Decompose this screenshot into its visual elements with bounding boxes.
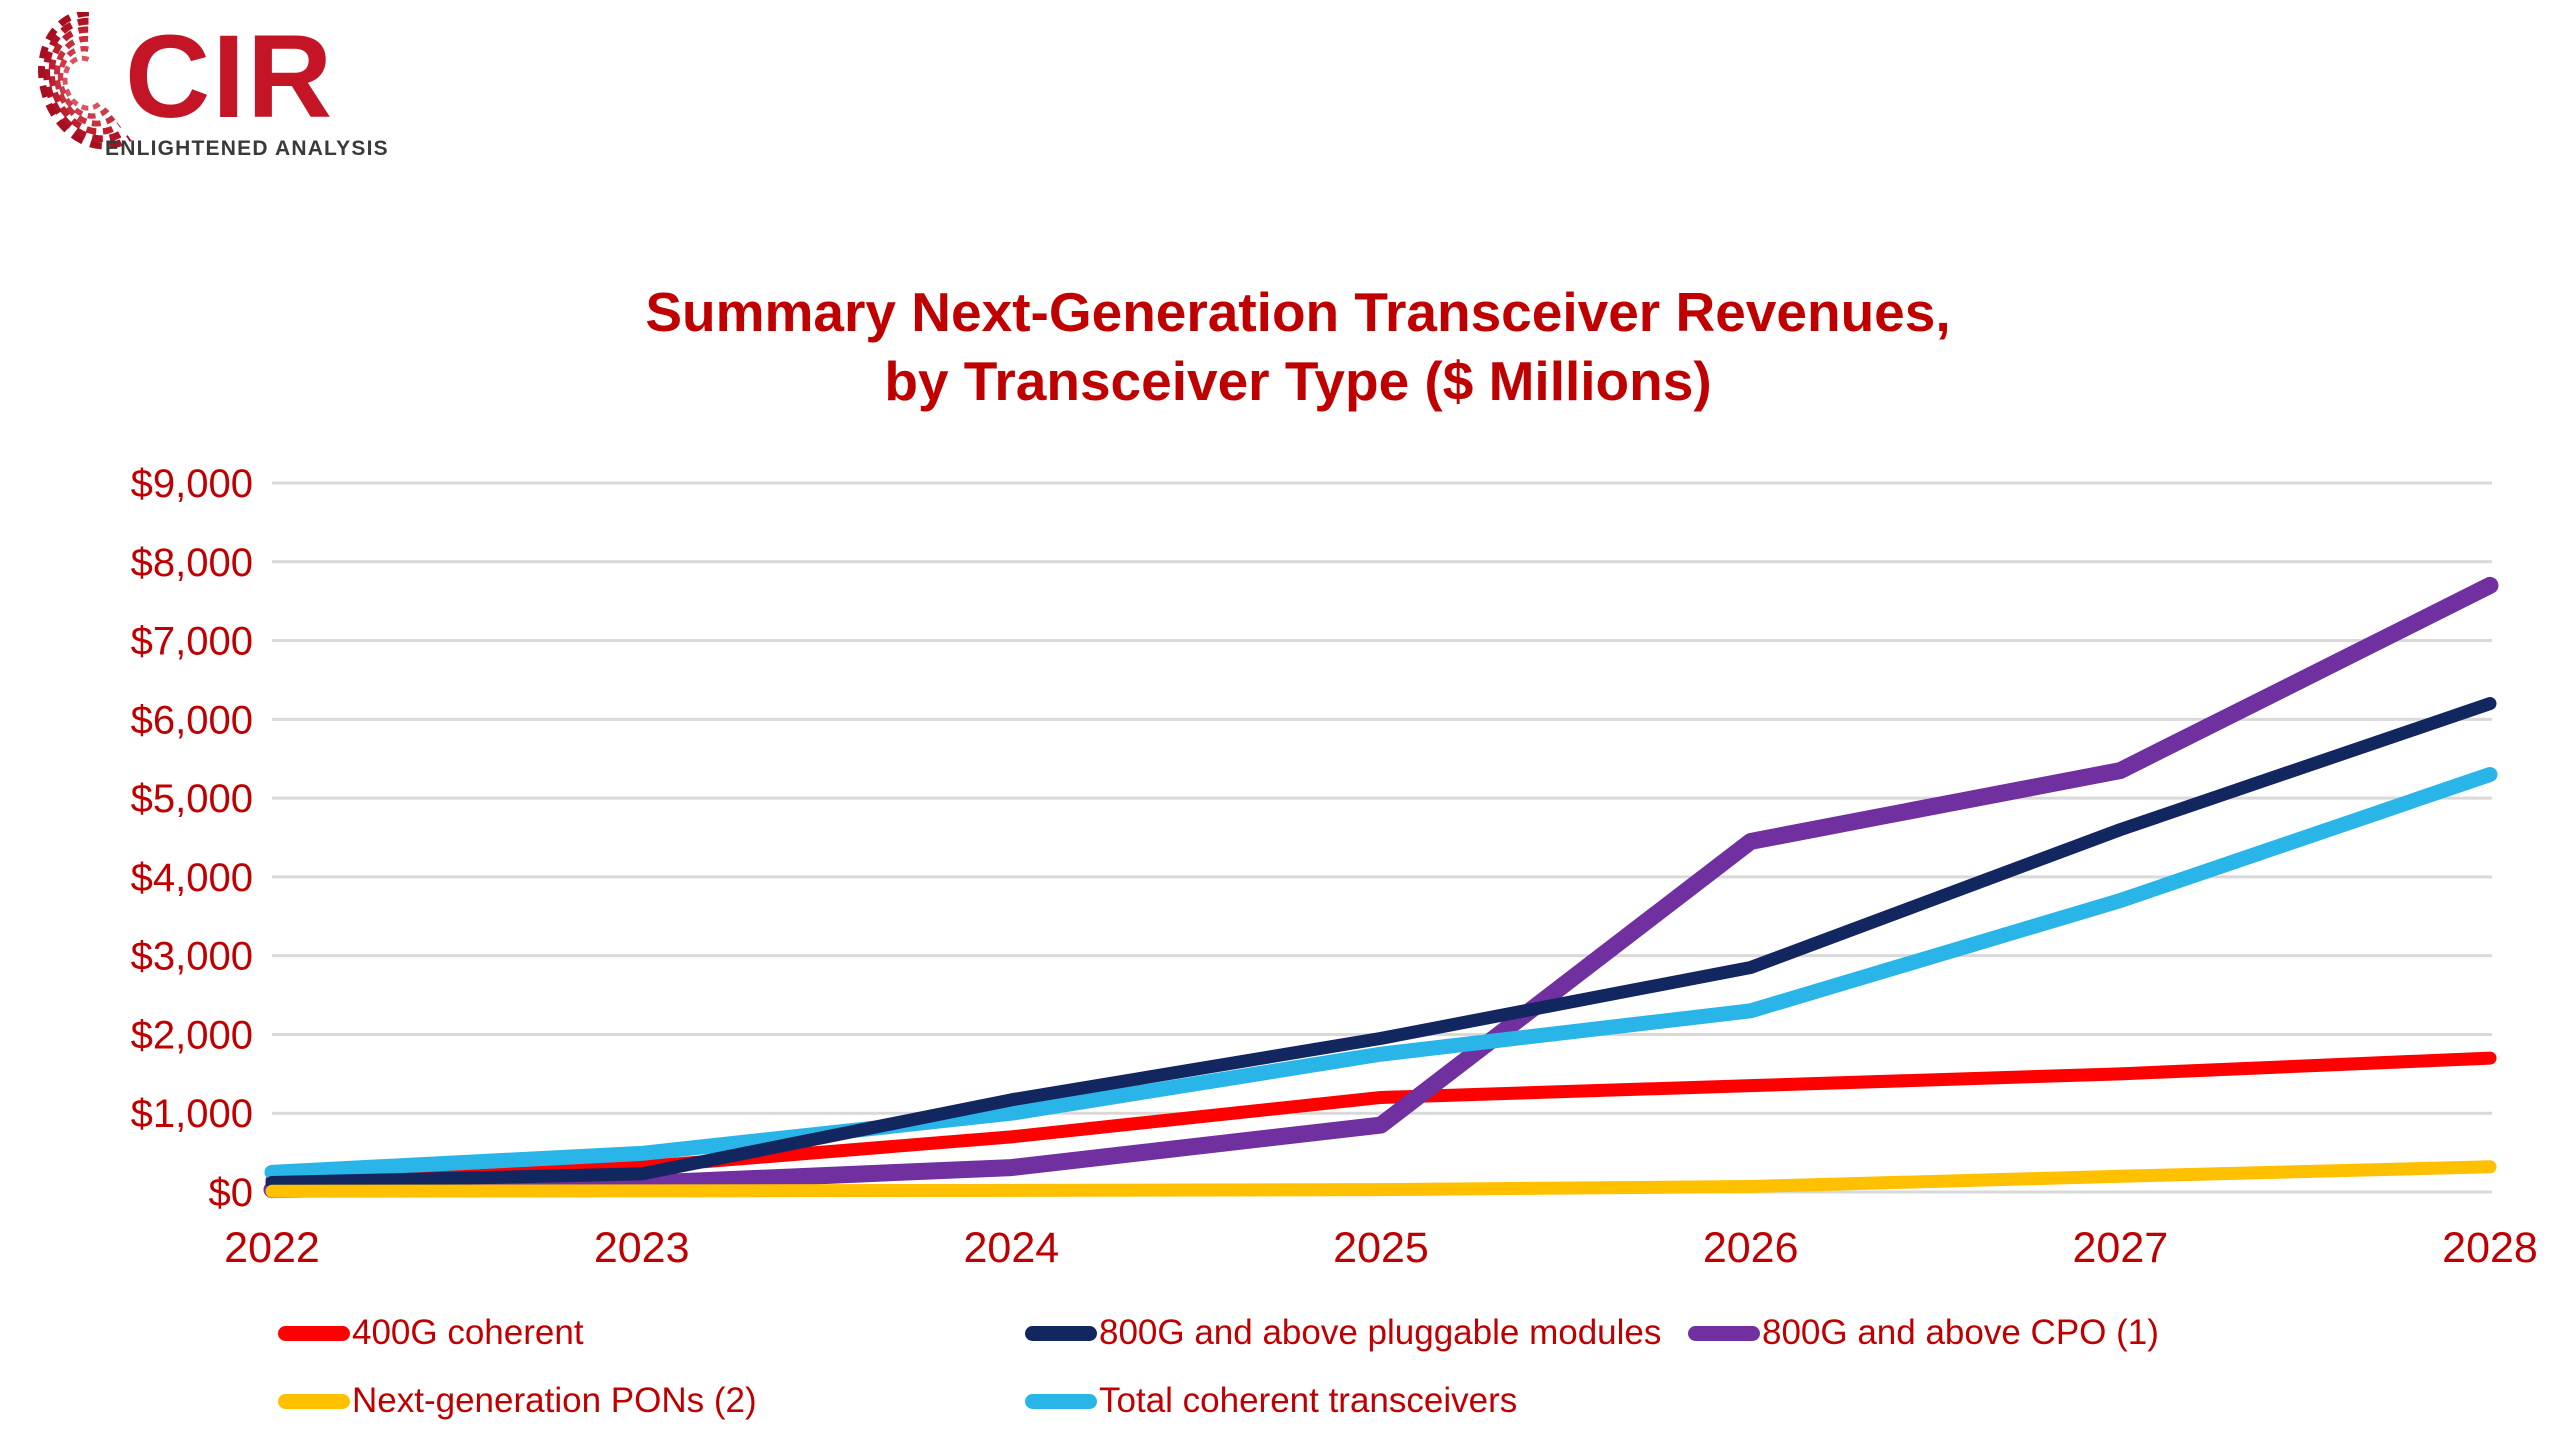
x-axis-tick-label: 2023 <box>594 1224 690 1272</box>
chart-title-line2: by Transceiver Type ($ Millions) <box>884 350 1712 412</box>
x-axis-tick-label: 2028 <box>2442 1224 2538 1272</box>
logo-brand-text: CIR <box>125 11 335 143</box>
y-axis-tick-label: $6,000 <box>131 698 253 742</box>
legend-label: 400G coherent <box>352 1313 584 1352</box>
y-axis-tick-label: $4,000 <box>131 856 253 900</box>
x-axis-tick-label: 2027 <box>2072 1224 2168 1272</box>
series-line <box>265 1051 2497 1187</box>
cir-logo-globe-icon <box>38 12 132 150</box>
legend-item: 800G and above pluggable modules <box>1025 1311 1661 1355</box>
legend-item: Total coherent transceivers <box>1025 1379 1517 1423</box>
series-line <box>265 697 2497 1190</box>
chart-title: Summary Next-Generation Transceiver Reve… <box>36 278 2560 416</box>
y-axis-tick-label: $9,000 <box>131 462 253 506</box>
y-axis-tick-label: $5,000 <box>131 777 253 821</box>
legend-swatch <box>278 1393 350 1409</box>
y-axis-tick-label: $2,000 <box>131 1013 253 1057</box>
chart-title-line1: Summary Next-Generation Transceiver Reve… <box>645 281 1951 343</box>
legend-label: 800G and above CPO (1) <box>1762 1313 2159 1352</box>
series-line <box>263 576 2499 1199</box>
legend-swatch <box>1025 1393 1097 1409</box>
legend-item: 400G coherent <box>278 1311 584 1355</box>
x-axis-tick-label: 2022 <box>224 1224 320 1272</box>
legend-label: Total coherent transceivers <box>1099 1381 1518 1420</box>
legend-label: Next-generation PONs (2) <box>352 1381 757 1420</box>
legend-swatch <box>1688 1325 1760 1341</box>
y-axis-tick-label: $1,000 <box>131 1092 253 1136</box>
legend-swatch <box>1025 1325 1097 1341</box>
x-axis-tick-label: 2026 <box>1703 1224 1799 1272</box>
series-line <box>264 766 2498 1180</box>
y-axis-tick-label: $3,000 <box>131 935 253 979</box>
y-axis-tick-label: $8,000 <box>131 541 253 585</box>
x-axis-tick-label: 2025 <box>1333 1224 1429 1272</box>
legend-swatch <box>278 1325 350 1341</box>
y-axis-tick-label: $0 <box>209 1171 254 1215</box>
series-line <box>265 1160 2497 1198</box>
legend-item: 800G and above CPO (1) <box>1688 1311 2159 1355</box>
y-axis-tick-label: $7,000 <box>131 620 253 664</box>
cir-logo: CIR ENLIGHTENED ANALYSIS <box>25 8 388 163</box>
legend-item: Next-generation PONs (2) <box>278 1379 757 1423</box>
legend-label: 800G and above pluggable modules <box>1099 1313 1662 1352</box>
x-axis-tick-label: 2024 <box>963 1224 1059 1272</box>
logo-tagline-text: ENLIGHTENED ANALYSIS <box>105 137 389 160</box>
